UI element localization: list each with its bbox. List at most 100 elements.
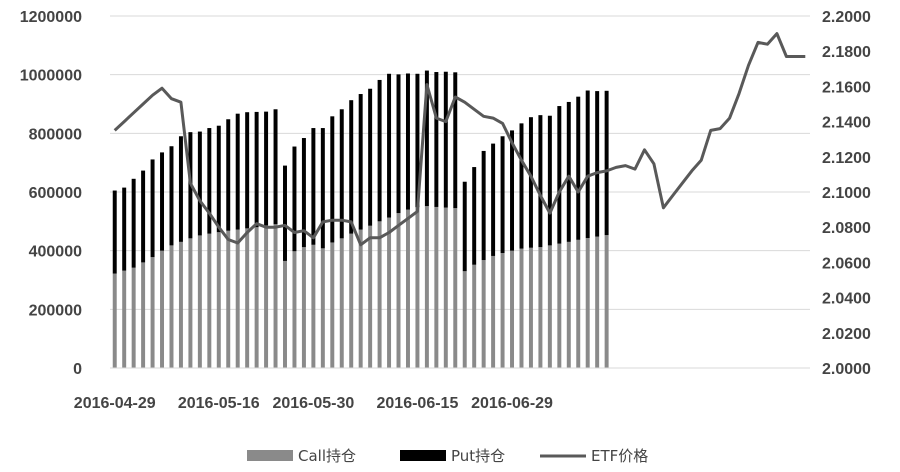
y-right-tick-label: 2.1800: [822, 44, 871, 61]
bar-put: [339, 109, 344, 239]
legend-swatch-put: [400, 450, 446, 461]
y-left-tick-label: 1000000: [20, 68, 82, 85]
y-left-tick-label: 200000: [29, 302, 82, 319]
bar-put: [112, 190, 117, 274]
bar-call: [283, 260, 287, 368]
bar-call: [330, 242, 335, 368]
bar-call: [604, 235, 609, 368]
bar-put: [141, 170, 146, 263]
bar-call: [264, 225, 269, 368]
y-right-tick-label: 2.1200: [822, 150, 871, 167]
bar-put: [320, 128, 325, 249]
gridlines: [110, 15, 810, 369]
bar-call: [311, 244, 316, 368]
bar-call: [472, 264, 477, 368]
line-layer: [113, 32, 806, 247]
bar-call: [368, 225, 373, 368]
bar-call: [216, 232, 221, 368]
bar-call: [491, 255, 496, 368]
y-right-tick-label: 2.0400: [822, 291, 871, 308]
bar-call: [292, 251, 297, 368]
bar-call: [387, 217, 392, 368]
bar-call: [141, 262, 146, 368]
legend-label-etf: ETF价格: [591, 447, 648, 465]
bar-call: [519, 248, 524, 368]
bar-call: [557, 243, 562, 368]
y-right-tick-label: 2.1000: [822, 185, 871, 202]
y-right-tick-label: 2.0000: [822, 361, 871, 378]
bar-put: [472, 167, 477, 265]
bar-call: [226, 230, 231, 368]
bar-put: [358, 94, 363, 230]
bar-put: [150, 159, 155, 258]
bar-put: [178, 136, 183, 242]
bar-put: [160, 152, 165, 251]
bar-call: [131, 267, 136, 368]
legend: Call持仓 Put持仓 ETF价格: [247, 447, 648, 465]
bar-put: [500, 136, 505, 254]
y-right-tick-label: 2.1400: [822, 115, 871, 132]
bar-call: [424, 206, 429, 368]
y-left-tick-label: 600000: [29, 185, 82, 202]
bar-put: [264, 111, 269, 226]
bar-call: [197, 235, 202, 368]
x-tick-label: 2016-06-15: [377, 395, 459, 412]
bar-put: [283, 165, 287, 261]
bar-call: [443, 207, 448, 368]
bar-put: [396, 74, 401, 214]
bar-call: [500, 253, 505, 368]
bar-call: [235, 229, 240, 368]
bar-put: [557, 106, 562, 244]
bar-put: [301, 138, 306, 248]
x-tick-label: 2016-06-29: [471, 395, 553, 412]
bar-put: [254, 111, 259, 228]
bar-put: [169, 146, 174, 246]
y-left-tick-label: 1200000: [20, 9, 82, 26]
bar-call: [188, 238, 193, 368]
bar-call: [320, 248, 325, 368]
x-tick-label: 2016-04-29: [74, 395, 156, 412]
bar-put: [462, 181, 467, 272]
x-axis: 2016-04-29 2016-05-16 2016-05-30 2016-06-15…: [74, 367, 810, 412]
bar-call: [150, 257, 155, 368]
bar-put: [377, 79, 382, 222]
bar-call: [349, 233, 354, 368]
y-left-tick-label: 400000: [29, 244, 82, 261]
bar-put: [387, 73, 392, 218]
bar-call: [169, 245, 174, 368]
y-left-tick-label: 800000: [29, 126, 82, 143]
bar-put: [519, 123, 524, 249]
bar-put: [311, 128, 316, 245]
bar-call: [576, 239, 581, 368]
bar-layer: [112, 70, 609, 368]
y-right-tick-label: 2.0200: [822, 326, 871, 343]
bar-call: [510, 250, 515, 368]
bar-put: [538, 115, 543, 248]
bar-put: [481, 150, 486, 261]
bar-call: [415, 207, 420, 368]
bar-put: [368, 88, 373, 226]
y-right-tick-label: 2.2000: [822, 9, 871, 26]
bar-put: [292, 146, 297, 252]
bar-call: [528, 247, 533, 368]
right-y-axis: 2.2000 2.1800 2.1600 2.1400 2.1200 2.1000 2.08…: [822, 9, 871, 378]
bar-call: [481, 260, 486, 368]
bar-put: [491, 143, 496, 256]
etf-price-line: [113, 32, 806, 247]
bar-put: [226, 119, 231, 231]
bar-call: [245, 228, 250, 368]
bar-call: [160, 250, 165, 368]
bar-put: [415, 73, 420, 208]
bar-put: [245, 112, 250, 229]
legend-swatch-call: [247, 450, 293, 461]
bar-put: [576, 96, 581, 240]
y-right-tick-label: 2.0800: [822, 220, 871, 237]
bar-call: [595, 236, 600, 368]
left-y-axis: 1200000 1000000 800000 600000 400000 200000 0: [20, 9, 82, 378]
bar-call: [122, 270, 127, 368]
y-right-tick-label: 2.0600: [822, 255, 871, 272]
bar-call: [339, 238, 344, 368]
bar-call: [377, 221, 382, 368]
